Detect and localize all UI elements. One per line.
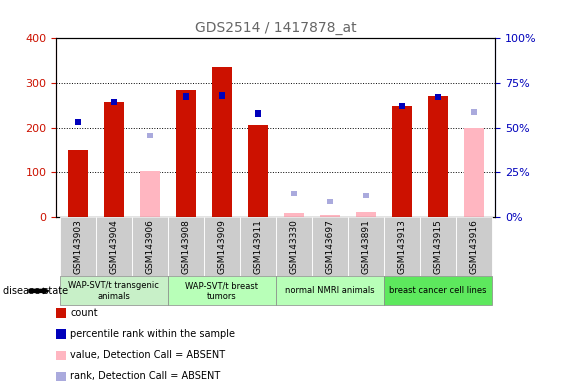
Bar [320,215,339,217]
Text: GSM143916: GSM143916 [470,219,479,274]
Bar [140,170,160,217]
Bar [471,109,477,115]
Text: GSM143330: GSM143330 [289,219,298,274]
Bar [212,68,232,217]
Text: GSM143697: GSM143697 [325,219,334,274]
Text: GSM143904: GSM143904 [109,219,118,274]
Bar [464,127,484,217]
Bar [254,110,261,116]
Bar [356,212,376,217]
Bar [182,93,189,99]
Text: percentile rank within the sample: percentile rank within the sample [70,329,235,339]
Bar [75,119,81,126]
Bar [327,199,333,204]
Text: count: count [70,308,98,318]
Text: GSM143903: GSM143903 [73,219,82,274]
Text: GSM143906: GSM143906 [145,219,154,274]
Text: GSM143913: GSM143913 [397,219,406,274]
Bar [68,150,88,217]
Title: GDS2514 / 1417878_at: GDS2514 / 1417878_at [195,21,357,35]
Text: normal NMRI animals: normal NMRI animals [285,286,374,295]
Bar [104,102,124,217]
Bar [428,96,448,217]
Text: WAP-SVT/t breast
tumors: WAP-SVT/t breast tumors [185,281,258,301]
Bar [435,94,441,101]
Text: GSM143909: GSM143909 [217,219,226,274]
Text: value, Detection Call = ABSENT: value, Detection Call = ABSENT [70,350,226,360]
Bar [218,93,225,99]
Text: WAP-SVT/t transgenic
animals: WAP-SVT/t transgenic animals [69,281,159,301]
Text: disease state: disease state [3,286,68,296]
Bar [291,191,297,197]
Bar [284,214,304,217]
Bar [363,193,369,198]
Bar [392,106,412,217]
Text: breast cancer cell lines: breast cancer cell lines [389,286,486,295]
Text: GSM143908: GSM143908 [181,219,190,274]
Text: rank, Detection Call = ABSENT: rank, Detection Call = ABSENT [70,371,221,381]
Bar [399,103,405,109]
Bar [248,124,268,217]
Bar [111,99,117,105]
Text: GSM143915: GSM143915 [434,219,443,274]
Text: GSM143891: GSM143891 [361,219,370,274]
Bar [176,90,196,217]
Text: GSM143911: GSM143911 [253,219,262,274]
Bar [146,132,153,138]
